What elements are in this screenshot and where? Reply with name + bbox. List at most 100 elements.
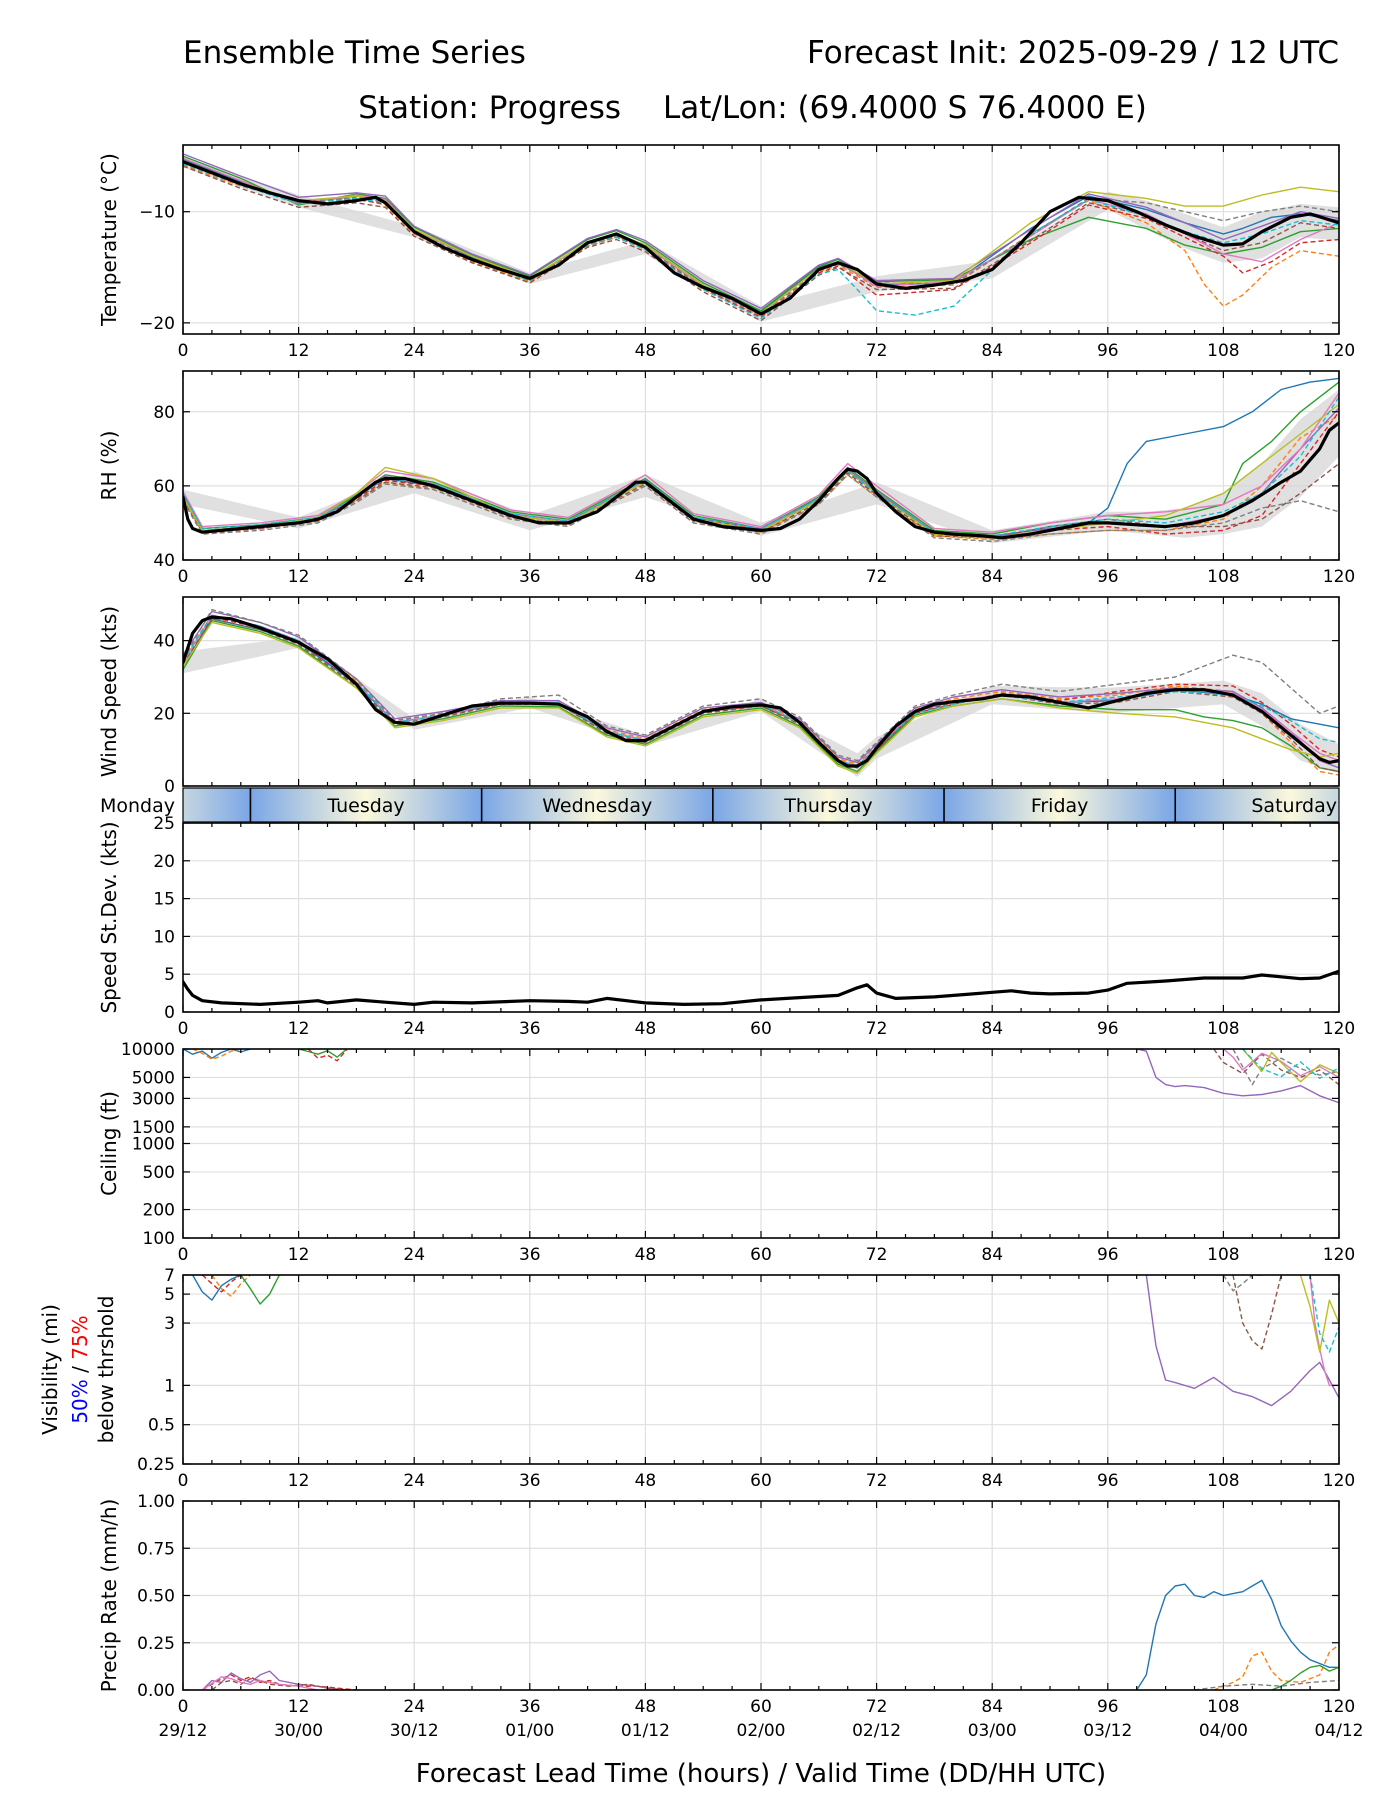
- valid-time-label: 04/00: [1199, 1721, 1248, 1741]
- member-series-line: [1136, 1579, 1339, 1690]
- y-tick-label: 1.00: [137, 1492, 175, 1512]
- member-series-line: [211, 1677, 347, 1690]
- day-segment: [250, 788, 482, 822]
- panel-wind: 0 20 40 Wind Speed (kts): [97, 596, 1340, 797]
- y-tick-label: 60: [153, 477, 175, 497]
- day-band-frame: [182, 787, 1340, 823]
- y-tick-label: −10: [139, 203, 175, 223]
- valid-time-label: 02/12: [852, 1721, 901, 1741]
- x-tick-label: 0: [178, 1471, 189, 1491]
- member-series-line: [183, 614, 1339, 767]
- day-band: [183, 788, 1339, 822]
- series-group: [183, 609, 1339, 777]
- x-tick-label: 36: [519, 1471, 541, 1491]
- x-tick-label: 108: [1207, 1245, 1239, 1265]
- member-series-line: [1213, 1049, 1339, 1086]
- valid-time-label: 30/12: [390, 1721, 439, 1741]
- x-tick-label: 84: [981, 341, 1003, 361]
- series-group: [183, 1049, 1339, 1104]
- y-tick-label: 40: [153, 632, 175, 652]
- x-tick-label: 48: [635, 341, 657, 361]
- y-tick-label: 3: [164, 1314, 175, 1334]
- valid-time-label: 01/12: [621, 1721, 670, 1741]
- x-tick-label: 48: [635, 1245, 657, 1265]
- member-series-line: [1242, 1049, 1339, 1083]
- x-tick-label: 0: [178, 1697, 189, 1717]
- member-series-line: [183, 474, 1339, 543]
- y-axis-label: Ceiling (ft): [97, 1091, 121, 1196]
- series-group: [201, 1579, 1339, 1690]
- y-tick-label: 5: [164, 1285, 175, 1305]
- member-series-line: [240, 1275, 280, 1305]
- member-series-line: [201, 1275, 242, 1293]
- x-tick-label: 72: [866, 341, 888, 361]
- valid-time-label: 02/00: [737, 1721, 786, 1741]
- station-latlon: Lat/Lon: (69.4000 S 76.4000 E): [663, 90, 1147, 126]
- member-series-line: [307, 1049, 348, 1062]
- member-series-line: [1309, 1275, 1339, 1387]
- member-series-line: [192, 1049, 241, 1060]
- y-axis-label: RH (%): [97, 431, 121, 501]
- threshold-75-label: 75%: [68, 1315, 92, 1359]
- x-tick-label: 84: [981, 567, 1003, 587]
- y-tick-label: 100: [143, 1229, 175, 1249]
- x-tick-label: 48: [635, 1697, 657, 1717]
- day-band-labels: Monday Tuesday Wednesday Thursday Friday Satu…: [100, 787, 1340, 823]
- member-series-line: [211, 1275, 251, 1298]
- x-tick-label: 60: [750, 341, 772, 361]
- panel-rh: 0 12 24 36 48 60 72 84 96 108 120 40 60 80 RH (%): [97, 370, 1355, 587]
- x-tick-label: 0: [178, 567, 189, 587]
- x-tick-label: 96: [1097, 1471, 1119, 1491]
- x-tick-label: 48: [635, 567, 657, 587]
- valid-time-label: 03/00: [968, 1721, 1017, 1741]
- y-tick-label: 1: [164, 1376, 175, 1396]
- y-tick-label: 7: [164, 1266, 175, 1286]
- ensemble-mean-line: [183, 421, 1339, 540]
- y-tick-label: 40: [153, 551, 175, 571]
- valid-time-label: 29/12: [159, 1721, 208, 1741]
- x-tick-label: 36: [519, 1697, 541, 1717]
- x-tick-label: 60: [750, 1471, 772, 1491]
- threshold-separator: /: [68, 1360, 92, 1379]
- y-tick-label: 0.25: [137, 1455, 175, 1475]
- x-tick-label: 84: [981, 1019, 1003, 1039]
- x-tick-label: 120: [1323, 1471, 1355, 1491]
- day-label: Tuesday: [326, 795, 404, 817]
- x-tick-label: 36: [519, 1019, 541, 1039]
- member-series-line: [183, 155, 1339, 312]
- y-axis-sublabel: 50% / 75%: [68, 1315, 92, 1423]
- x-tick-label: 72: [866, 1019, 888, 1039]
- member-series-line: [1213, 1644, 1339, 1690]
- y-tick-label: 0: [164, 777, 175, 797]
- member-series-line: [183, 609, 1339, 762]
- x-tick-label: 24: [403, 341, 425, 361]
- member-series-line: [201, 1676, 319, 1690]
- gridlines: [182, 1274, 1340, 1465]
- y-tick-label: 20: [153, 704, 175, 724]
- y-tick-label: 1000: [132, 1135, 175, 1155]
- y-tick-label: 0.50: [137, 1587, 175, 1607]
- x-tick-label: 72: [866, 1245, 888, 1265]
- y-tick-label: 0: [164, 1003, 175, 1023]
- x-tick-label: 72: [866, 567, 888, 587]
- gridlines: [182, 1048, 1340, 1239]
- day-label: Monday: [100, 795, 175, 817]
- x-tick-label: 108: [1207, 341, 1239, 361]
- panel-precip: 0 12 24 36 48 60 72 84 96 108 120 0.00 0.25 0.50 0.75 1…: [97, 1492, 1355, 1717]
- forecast-init: Forecast Init: 2025-09-29 / 12 UTC: [807, 35, 1339, 71]
- member-series-line: [183, 411, 1339, 539]
- member-series-line: [1145, 1275, 1339, 1407]
- ensemble-mean-line: [183, 160, 1339, 316]
- member-series-line: [191, 1275, 242, 1301]
- x-tick-label: 60: [750, 1245, 772, 1265]
- valid-time-label: 04/12: [1315, 1721, 1364, 1741]
- ensemble-mean-line: [183, 969, 1339, 1007]
- y-tick-label: 25: [153, 814, 175, 834]
- x-tick-label: 24: [403, 1471, 425, 1491]
- station-name: Station: Progress: [358, 90, 621, 126]
- x-tick-label: 120: [1323, 1245, 1355, 1265]
- day-segment: [712, 788, 945, 822]
- x-tick-label: 108: [1207, 1697, 1239, 1717]
- member-series-line: [183, 162, 1339, 318]
